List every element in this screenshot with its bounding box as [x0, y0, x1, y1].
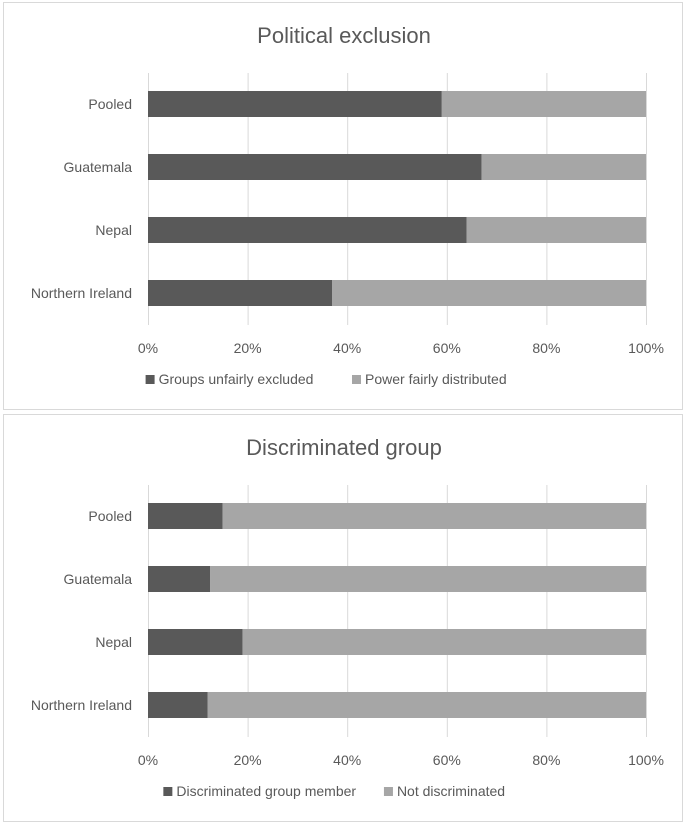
x-tick-label: 20% — [234, 752, 262, 768]
x-tick-label: 20% — [234, 340, 262, 356]
x-tick-label: 40% — [333, 340, 361, 356]
x-tick-label: 0% — [138, 340, 158, 356]
category-label-guatemala: Guatemala — [64, 571, 133, 587]
bar-discriminated-group-member-pooled — [148, 503, 223, 529]
bar-groups-unfairly-excluded-guatemala — [148, 154, 482, 180]
bar-groups-unfairly-excluded-nepal — [148, 217, 467, 243]
category-label-northern-ireland: Northern Ireland — [31, 285, 132, 301]
category-label-pooled: Pooled — [88, 96, 132, 112]
bar-groups-unfairly-excluded-pooled — [148, 91, 442, 117]
bar-not-discriminated-pooled — [222, 503, 646, 529]
legend-label-power-fairly-distributed: Power fairly distributed — [365, 371, 507, 387]
category-label-guatemala: Guatemala — [64, 159, 133, 175]
category-label-northern-ireland: Northern Ireland — [31, 697, 132, 713]
legend-label-not-discriminated: Not discriminated — [397, 783, 505, 799]
legend-swatch-discriminated-group-member — [163, 787, 173, 796]
bar-discriminated-group-member-guatemala — [148, 566, 211, 592]
category-label-nepal: Nepal — [95, 634, 132, 650]
bar-discriminated-group-member-nepal — [148, 629, 243, 655]
bar-power-fairly-distributed-nepal — [466, 217, 646, 243]
chart-political-exclusion: Political exclusion 0% 20% 40% 60% 80% 100% Poo… — [3, 2, 683, 410]
bar-power-fairly-distributed-guatemala — [481, 154, 646, 180]
x-tick-label: 40% — [333, 752, 361, 768]
category-label-nepal: Nepal — [95, 222, 132, 238]
chart-svg-political-exclusion: Political exclusion 0% 20% 40% 60% 80% 100% Poo… — [31, 23, 664, 387]
legend-label-groups-unfairly-excluded: Groups unfairly excluded — [159, 371, 314, 387]
x-tick-label: 60% — [433, 752, 461, 768]
bar-not-discriminated-guatemala — [210, 566, 646, 592]
chart-title: Discriminated group — [246, 435, 442, 460]
x-tick-label: 100% — [628, 752, 664, 768]
x-tick-label: 80% — [532, 340, 560, 356]
bar-power-fairly-distributed-northern-ireland — [332, 280, 646, 306]
legend-swatch-power-fairly-distributed — [352, 375, 361, 384]
chart-discriminated-group: Discriminated group 0% 20% 40% 60% 80% 100% Poo… — [3, 414, 683, 822]
category-label-pooled: Pooled — [88, 508, 132, 524]
chart-title: Political exclusion — [257, 23, 431, 48]
bar-groups-unfairly-excluded-northern-ireland — [148, 280, 333, 306]
chart-svg-discriminated-group: Discriminated group 0% 20% 40% 60% 80% 100% Poo… — [31, 435, 664, 799]
x-tick-label: 60% — [433, 340, 461, 356]
legend-swatch-groups-unfairly-excluded — [145, 375, 155, 384]
x-tick-label: 100% — [628, 340, 664, 356]
x-tick-label: 80% — [532, 752, 560, 768]
bar-power-fairly-distributed-pooled — [441, 91, 646, 117]
bar-not-discriminated-nepal — [242, 629, 646, 655]
bar-not-discriminated-northern-ireland — [207, 692, 646, 718]
x-tick-label: 0% — [138, 752, 158, 768]
bar-discriminated-group-member-northern-ireland — [148, 692, 208, 718]
legend-swatch-not-discriminated — [383, 787, 393, 796]
legend-label-discriminated-group-member: Discriminated group member — [176, 783, 356, 799]
